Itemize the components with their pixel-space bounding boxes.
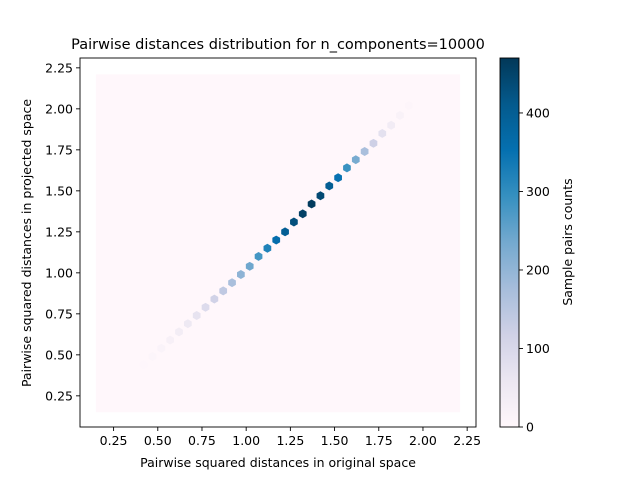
x-tick-label: 1.75 <box>365 433 393 448</box>
colorbar-tick-label: 0 <box>526 420 534 435</box>
hexbin-cell <box>387 120 395 130</box>
chart-title: Pairwise distances distribution for n_co… <box>71 37 485 53</box>
hexbin-cell <box>369 138 378 148</box>
x-axis-label: Pairwise squared distances in original s… <box>140 455 416 470</box>
x-tick-label: 2.25 <box>453 433 481 448</box>
hexbin-cell <box>192 311 201 320</box>
colorbar-tick-label: 300 <box>526 184 550 199</box>
x-tick-label: 0.25 <box>100 433 128 448</box>
hexbin-cell <box>148 352 157 361</box>
colorbar-frame <box>499 57 520 428</box>
hexbin-cell <box>175 327 183 337</box>
hexbin-cell <box>183 319 192 329</box>
colorbar-tick-label: 200 <box>526 262 550 277</box>
hexbin-cell <box>343 163 351 173</box>
hexbin-cell <box>228 278 236 288</box>
y-tick-label: 1.75 <box>45 142 73 157</box>
hexbin-cell <box>166 335 175 345</box>
hexbin-cell <box>351 155 360 165</box>
hexbin-cell <box>272 235 281 245</box>
hexbin-cell <box>360 147 369 156</box>
hexbin-cell <box>157 343 166 353</box>
hexbin-cell <box>404 101 413 111</box>
y-tick-label: 2.25 <box>45 60 73 75</box>
hexbin-cell <box>316 191 325 201</box>
x-axis-ticks: 0.25 0.50 0.75 1.00 1.25 1.50 1.75 2.00 2.25 <box>100 427 481 448</box>
colorbar-ticks: 0 100 200 300 400 <box>519 105 550 435</box>
hexbin-cell <box>378 128 387 138</box>
hexbin-cell <box>263 243 272 253</box>
hexbin-cell <box>334 173 342 183</box>
hexbin-cell <box>325 181 334 191</box>
colorbar-tick-label: 400 <box>526 105 550 120</box>
hexbin-cell <box>281 227 289 237</box>
hexbin-cell <box>201 302 210 312</box>
hexbin-cell <box>219 286 228 296</box>
x-tick-label: 0.75 <box>188 433 216 448</box>
colorbar: 0 100 200 300 400 Sample pairs counts <box>499 57 575 435</box>
hexbin-cell <box>290 217 298 227</box>
hexbin-cell <box>237 270 245 279</box>
y-tick-label: 0.50 <box>45 347 73 362</box>
hexbin-cell <box>245 261 254 271</box>
hexbin-cell <box>396 110 404 120</box>
plot-frame <box>79 57 477 428</box>
y-tick-label: 1.50 <box>45 183 73 198</box>
y-tick-label: 2.00 <box>45 101 73 116</box>
hexbin-cells <box>139 101 413 370</box>
plot-area: 0.25 0.50 0.75 1.00 1.25 1.50 1.75 2.00 2.25 0.2… <box>45 57 481 448</box>
colorbar-label: Sample pairs counts <box>560 178 575 305</box>
hexbin-cell <box>307 199 316 209</box>
hexbin-cell <box>298 209 307 219</box>
hexbin-cell <box>139 360 148 370</box>
x-tick-label: 0.50 <box>144 433 172 448</box>
y-axis-label: Pairwise squared distances in projected … <box>19 99 34 387</box>
y-tick-label: 0.75 <box>45 306 73 321</box>
colorbar-gradient <box>500 58 519 427</box>
colorbar-tick-label: 100 <box>526 341 550 356</box>
x-tick-label: 2.00 <box>409 433 437 448</box>
y-tick-label: 0.25 <box>45 388 73 403</box>
y-tick-label: 1.25 <box>45 224 73 239</box>
y-tick-label: 1.00 <box>45 265 73 280</box>
y-axis-ticks: 0.25 0.50 0.75 1.00 1.25 1.50 1.75 2.00 2.25 <box>45 60 80 403</box>
hexbin-cell <box>254 251 263 261</box>
x-tick-label: 1.25 <box>276 433 304 448</box>
x-tick-label: 1.50 <box>321 433 349 448</box>
hexbin-cell <box>210 294 219 304</box>
x-tick-label: 1.00 <box>232 433 260 448</box>
